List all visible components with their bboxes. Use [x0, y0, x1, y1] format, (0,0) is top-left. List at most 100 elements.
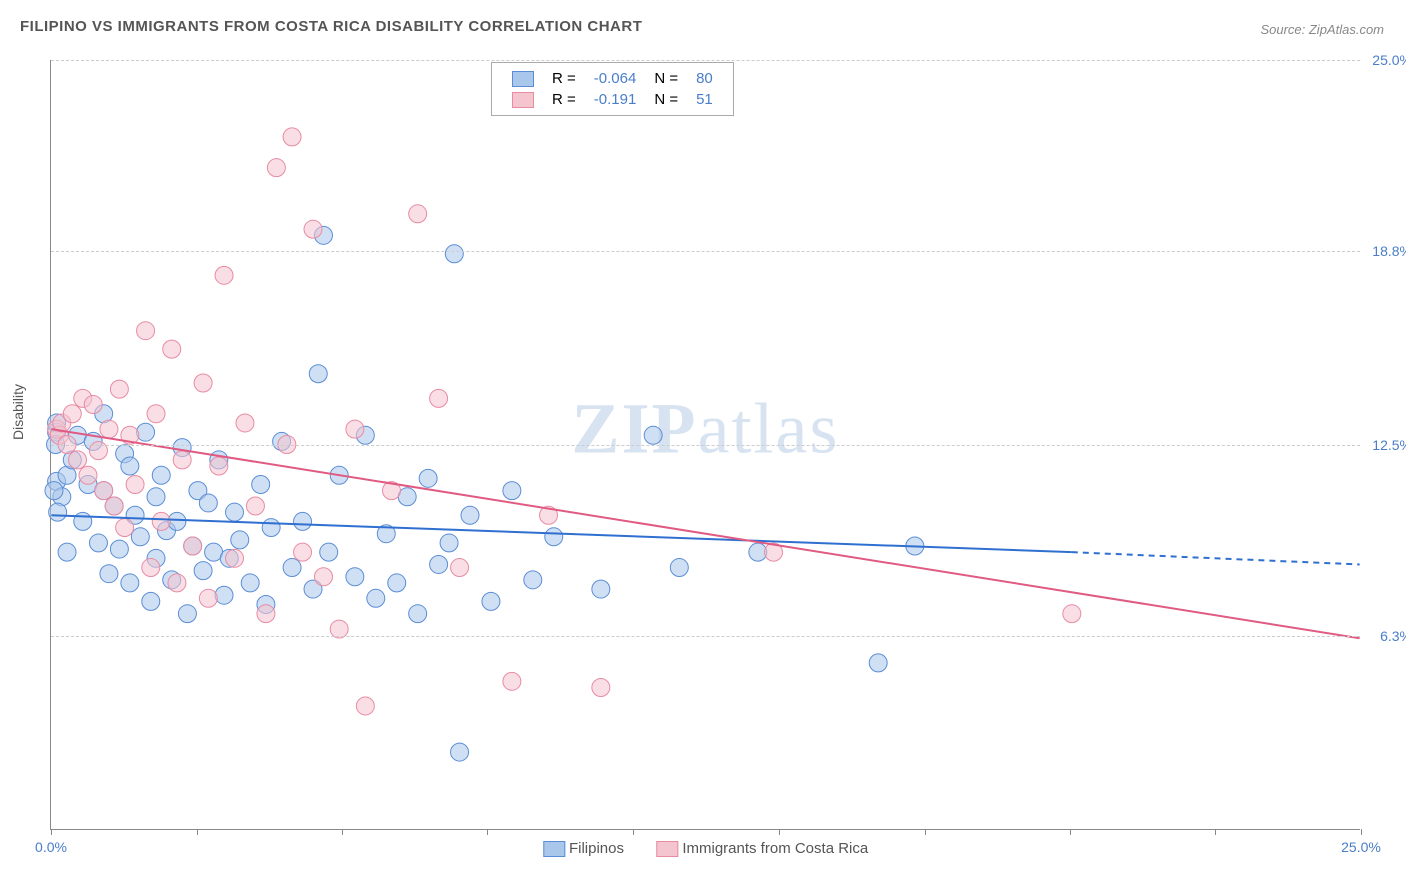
data-point — [69, 451, 87, 469]
data-point — [409, 605, 427, 623]
data-point — [84, 396, 102, 414]
y-tick-label: 6.3% — [1380, 628, 1406, 644]
data-point — [503, 672, 521, 690]
data-point — [137, 322, 155, 340]
data-point — [409, 205, 427, 223]
data-point — [592, 679, 610, 697]
data-point — [116, 519, 134, 537]
data-point — [184, 537, 202, 555]
data-point — [147, 488, 165, 506]
data-point — [461, 506, 479, 524]
x-tick — [1215, 829, 1216, 835]
data-point — [267, 159, 285, 177]
data-point — [121, 457, 139, 475]
data-point — [137, 423, 155, 441]
trend-line — [51, 515, 1071, 552]
data-point — [142, 559, 160, 577]
data-point — [356, 697, 374, 715]
y-tick-label: 18.8% — [1372, 243, 1406, 259]
x-tick — [779, 829, 780, 835]
data-point — [241, 574, 259, 592]
data-point — [367, 589, 385, 607]
data-point — [199, 494, 217, 512]
data-point — [215, 586, 233, 604]
x-tick-label: 25.0% — [1341, 839, 1381, 855]
data-point — [152, 512, 170, 530]
data-point — [346, 568, 364, 586]
y-axis-label: Disability — [10, 384, 26, 440]
data-point — [294, 512, 312, 530]
gridline — [51, 251, 1360, 252]
plot-area: ZIPatlas R = -0.064 N = 80 R = -0.191 N … — [50, 60, 1360, 830]
data-point — [95, 482, 113, 500]
data-point — [49, 503, 67, 521]
data-point — [89, 534, 107, 552]
data-point — [1063, 605, 1081, 623]
data-point — [482, 592, 500, 610]
gridline — [51, 445, 1360, 446]
data-point — [226, 549, 244, 567]
data-point — [215, 266, 233, 284]
data-point — [283, 559, 301, 577]
x-tick — [1361, 829, 1362, 835]
y-tick-label: 25.0% — [1372, 52, 1406, 68]
y-tick-label: 12.5% — [1372, 437, 1406, 453]
data-point — [524, 571, 542, 589]
data-point — [131, 528, 149, 546]
gridline — [51, 636, 1360, 637]
x-tick — [342, 829, 343, 835]
data-point — [451, 743, 469, 761]
chart-title: FILIPINO VS IMMIGRANTS FROM COSTA RICA D… — [20, 18, 642, 35]
data-point — [644, 426, 662, 444]
source-attribution: Source: ZipAtlas.com — [1260, 22, 1384, 37]
data-point — [63, 405, 81, 423]
legend-series: Filipinos Immigrants from Costa Rica — [529, 840, 882, 857]
data-point — [236, 414, 254, 432]
data-point — [304, 220, 322, 238]
trend-line-extrapolated — [1072, 552, 1360, 564]
data-point — [45, 482, 63, 500]
data-point — [670, 559, 688, 577]
data-point — [178, 605, 196, 623]
x-tick — [487, 829, 488, 835]
data-point — [110, 380, 128, 398]
data-point — [246, 497, 264, 515]
data-point — [346, 420, 364, 438]
x-tick-label: 0.0% — [35, 839, 67, 855]
data-point — [430, 389, 448, 407]
data-point — [110, 540, 128, 558]
data-point — [147, 405, 165, 423]
data-point — [503, 482, 521, 500]
data-point — [79, 466, 97, 484]
data-point — [451, 559, 469, 577]
data-point — [105, 497, 123, 515]
data-point — [126, 475, 144, 493]
data-point — [100, 565, 118, 583]
x-tick — [925, 829, 926, 835]
data-point — [283, 128, 301, 146]
data-point — [869, 654, 887, 672]
data-point — [142, 592, 160, 610]
data-point — [252, 475, 270, 493]
data-point — [121, 574, 139, 592]
data-point — [440, 534, 458, 552]
x-tick — [197, 829, 198, 835]
x-tick — [633, 829, 634, 835]
data-point — [294, 543, 312, 561]
data-point — [231, 531, 249, 549]
data-point — [545, 528, 563, 546]
x-tick — [1070, 829, 1071, 835]
data-point — [262, 519, 280, 537]
data-point — [152, 466, 170, 484]
data-point — [163, 340, 181, 358]
data-point — [168, 574, 186, 592]
data-point — [173, 451, 191, 469]
data-point — [58, 543, 76, 561]
data-point — [592, 580, 610, 598]
data-point — [388, 574, 406, 592]
data-point — [309, 365, 327, 383]
data-point — [194, 562, 212, 580]
data-point — [226, 503, 244, 521]
data-point — [419, 469, 437, 487]
data-point — [314, 568, 332, 586]
